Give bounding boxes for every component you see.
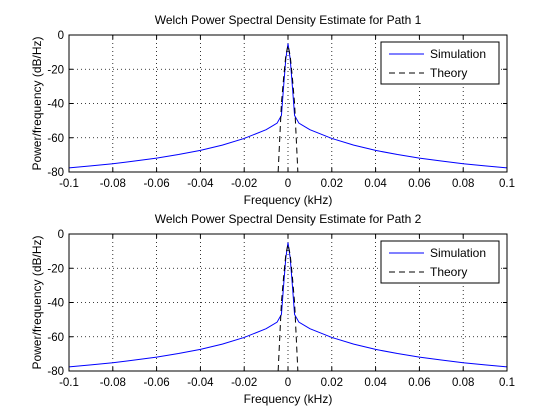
chart-title: Welch Power Spectral Density Estimate fo…: [155, 212, 422, 226]
y-tick-label: -80: [47, 366, 64, 378]
y-tick-label: -20: [47, 64, 64, 76]
legend-box: [380, 41, 500, 85]
x-tick-label: -0.08: [100, 178, 126, 190]
x-tick-label: -0.1: [59, 178, 79, 190]
y-tick-label: -20: [47, 263, 64, 275]
y-tick-label: -80: [47, 167, 64, 179]
y-tick-label: -60: [47, 332, 64, 344]
y-axis-label: Power/frequency (dB/Hz): [30, 36, 44, 170]
x-tick-label: 0.04: [364, 178, 387, 190]
x-tick-label: -0.06: [143, 377, 169, 389]
legend: Simulation Theory: [380, 240, 500, 284]
series-layer: [68, 242, 508, 372]
psd-plot-path-1: Welch Power Spectral Density Estimate fo…: [30, 13, 515, 207]
y-axis-label: Power/frequency (dB/Hz): [30, 235, 44, 369]
y-tick-label: -60: [47, 133, 64, 145]
legend-box: [380, 240, 500, 284]
x-tick-label: 0.06: [408, 178, 430, 190]
x-tick-label: 0.06: [408, 377, 430, 389]
x-tick-label: 0.02: [321, 178, 343, 190]
series-line-simulation: [68, 242, 508, 368]
x-tick-label: -0.08: [100, 377, 126, 389]
x-tick-label: 0: [285, 178, 291, 190]
x-tick-label: 0.08: [452, 377, 474, 389]
series-layer: [68, 43, 508, 173]
x-tick-label: -0.02: [231, 178, 257, 190]
y-tick-label: 0: [58, 229, 64, 241]
legend-entry-simulation: Simulation: [430, 246, 486, 260]
grid: [69, 234, 507, 371]
y-tick-label: 0: [58, 30, 64, 42]
x-tick-label: 0.1: [499, 178, 515, 190]
x-tick-label: -0.04: [187, 178, 214, 190]
x-tick-label: 0.1: [499, 377, 515, 389]
ticks: -0.1 -0.08 -0.06 -0.04 -0.02 0 0.02 0.04 0.06 0.0…: [47, 30, 515, 190]
y-tick-label: -40: [47, 298, 64, 310]
x-tick-label: 0.02: [321, 377, 343, 389]
y-tick-label: -40: [47, 99, 64, 111]
chart-title: Welch Power Spectral Density Estimate fo…: [155, 13, 422, 27]
legend-entry-theory: Theory: [430, 265, 467, 279]
legend-entry-simulation: Simulation: [430, 47, 486, 61]
x-tick-label: -0.02: [231, 377, 257, 389]
series-line-simulation: [68, 43, 508, 169]
x-axis-label: Frequency (kHz): [244, 392, 333, 406]
grid: [69, 35, 507, 172]
x-tick-label: -0.1: [59, 377, 79, 389]
x-tick-label: 0.04: [364, 377, 387, 389]
x-tick-label: -0.06: [143, 178, 169, 190]
psd-plot-path-2: Welch Power Spectral Density Estimate fo…: [30, 212, 515, 406]
x-tick-label: -0.04: [187, 377, 214, 389]
legend: Simulation Theory: [380, 41, 500, 85]
x-axis-label: Frequency (kHz): [244, 193, 333, 207]
x-tick-label: 0: [285, 377, 291, 389]
x-tick-label: 0.08: [452, 178, 474, 190]
legend-entry-theory: Theory: [430, 66, 467, 80]
ticks: -0.1 -0.08 -0.06 -0.04 -0.02 0 0.02 0.04 0.06 0.0…: [47, 229, 515, 389]
